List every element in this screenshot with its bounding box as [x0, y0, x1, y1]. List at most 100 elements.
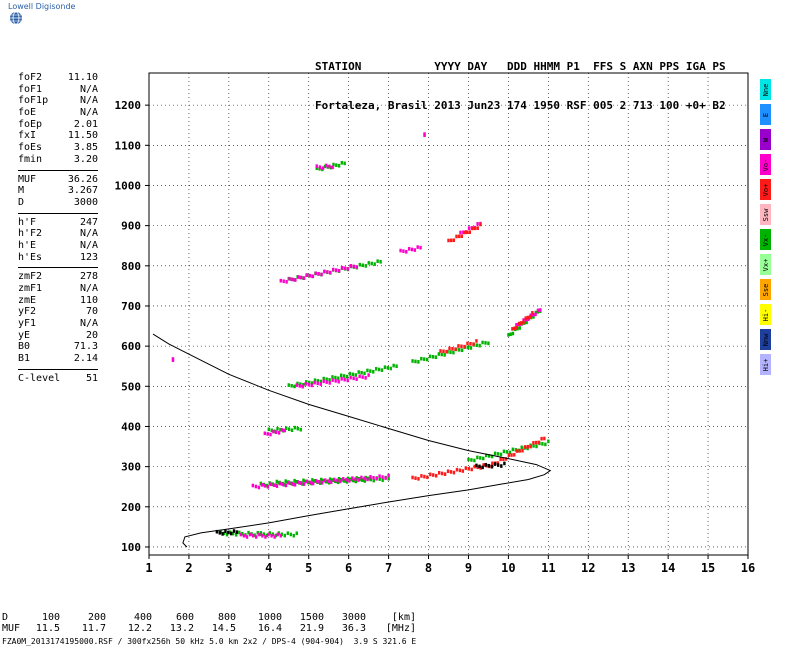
- echo-point: [331, 165, 334, 170]
- echo-point: [511, 327, 514, 331]
- legend-label: Nnw: [761, 333, 770, 346]
- echo-point: [285, 426, 288, 430]
- echo-point: [534, 440, 538, 445]
- echo-point: [522, 320, 525, 325]
- echo-point: [311, 274, 315, 279]
- echo-point: [487, 454, 491, 458]
- echo-point: [407, 247, 411, 251]
- echo-point: [432, 473, 435, 477]
- echo-point: [457, 234, 461, 239]
- param-name: B0: [18, 341, 31, 353]
- echo-point: [540, 436, 543, 441]
- echo-point: [481, 465, 484, 470]
- echo-point: [475, 339, 478, 343]
- echo-point: [478, 343, 481, 348]
- y-tick-label: 800: [121, 260, 141, 273]
- echo-point: [333, 477, 336, 482]
- echo-point: [455, 467, 459, 472]
- echo-point: [496, 452, 500, 456]
- y-tick-label: 1200: [115, 99, 142, 112]
- echo-point: [273, 429, 276, 434]
- legend-label: Vo-: [761, 158, 770, 171]
- echo-point: [532, 441, 535, 445]
- param-name: foEs: [18, 142, 43, 154]
- echo-point: [322, 376, 325, 381]
- echo-point: [491, 461, 494, 466]
- echo-point: [276, 532, 279, 537]
- echo-point: [281, 482, 285, 487]
- echo-point: [314, 271, 317, 276]
- echo-point: [513, 326, 516, 331]
- echo-point: [487, 463, 491, 468]
- echo-point: [335, 268, 338, 272]
- echo-point: [320, 477, 323, 482]
- echo-point: [526, 444, 530, 449]
- echo-point: [329, 270, 332, 275]
- echo-point: [534, 310, 537, 315]
- echo-point: [524, 445, 527, 449]
- echo-point: [376, 259, 379, 263]
- echo-point: [423, 357, 426, 361]
- echo-point: [459, 230, 462, 235]
- echo-point: [525, 320, 528, 325]
- echo-point: [268, 531, 271, 535]
- echo-point: [445, 349, 448, 354]
- echo-point: [476, 226, 479, 230]
- echo-point: [269, 432, 272, 437]
- echo-point: [411, 475, 414, 480]
- echo-point: [299, 481, 303, 485]
- param-value: 247: [79, 216, 98, 228]
- echo-point: [308, 273, 312, 278]
- param-row: foEp 2.01: [18, 119, 98, 131]
- param-separator: [18, 212, 98, 214]
- echo-point: [340, 373, 343, 378]
- echo-point: [426, 475, 429, 480]
- echo-point: [231, 531, 235, 536]
- echo-point: [414, 476, 417, 480]
- echo-point: [469, 346, 473, 350]
- echo-point: [372, 478, 375, 483]
- muf-value: 14.5: [211, 623, 236, 634]
- echo-point: [289, 532, 292, 537]
- echo-point: [466, 341, 469, 346]
- globe-icon: [10, 11, 22, 25]
- param-value: N/A: [79, 283, 98, 294]
- echo-point: [358, 477, 361, 481]
- echo-point: [539, 308, 542, 312]
- echo-point: [499, 452, 503, 457]
- echo-point: [315, 164, 318, 168]
- param-row: zmE 110: [18, 295, 98, 307]
- legend-label: W: [761, 137, 770, 142]
- echo-point: [363, 476, 366, 481]
- echo-point: [434, 355, 438, 360]
- echo-point: [518, 449, 521, 453]
- echo-point: [510, 453, 513, 457]
- echo-point: [314, 479, 318, 483]
- muf-value: 12.2: [127, 623, 152, 634]
- echo-point: [304, 382, 307, 386]
- legend-label: Hi+: [761, 358, 770, 371]
- echo-point: [413, 248, 417, 252]
- param-row: yF1 N/A: [18, 318, 98, 330]
- param-name: foF2: [18, 72, 43, 83]
- echo-point: [358, 262, 362, 267]
- echo-point: [532, 444, 535, 448]
- legend-label: Ssw: [761, 208, 770, 221]
- echo-point: [479, 456, 482, 460]
- echo-point: [272, 429, 275, 434]
- legend-swatch-w: W: [760, 129, 771, 150]
- muf-row: MUF 11.5 11.7 12.2 13.2 14.5 16.4 21.9 36.3 [MHz]: [2, 623, 416, 634]
- echo-point: [343, 161, 346, 166]
- echo-point: [307, 382, 310, 387]
- x-tick-label: 1: [145, 561, 152, 575]
- echo-point: [255, 535, 258, 539]
- param-value: 2.14: [73, 353, 98, 365]
- echo-point: [364, 475, 367, 480]
- echo-point: [543, 436, 546, 441]
- echo-point: [295, 383, 298, 387]
- logo-text: Lowell Digisonde: [8, 2, 76, 11]
- echo-point: [378, 474, 381, 478]
- param-row: C-level 51: [18, 373, 98, 385]
- x-tick-label: 7: [385, 561, 392, 575]
- echo-point: [297, 275, 300, 279]
